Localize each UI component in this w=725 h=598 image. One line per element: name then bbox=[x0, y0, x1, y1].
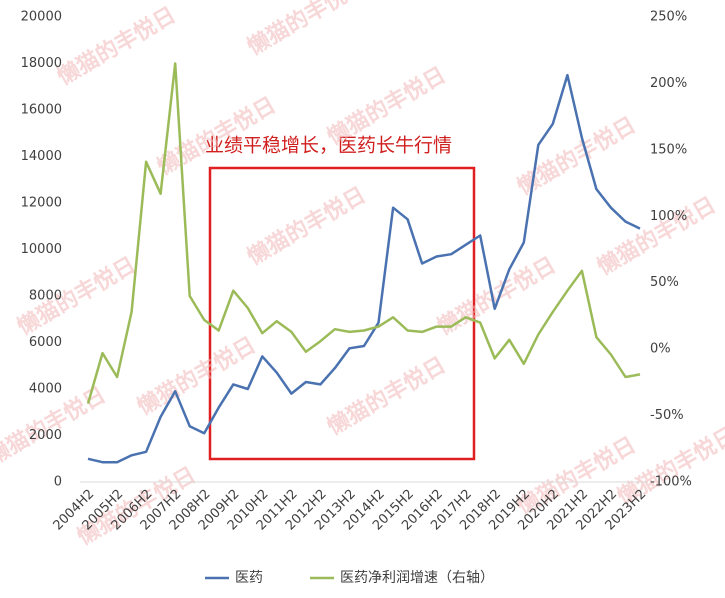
watermark: 懒猫的丰悦日 bbox=[243, 0, 370, 60]
y2-tick-label: 100% bbox=[650, 209, 687, 224]
watermark: 懒猫的丰悦日 bbox=[323, 352, 450, 441]
y-tick-label: 10000 bbox=[21, 242, 62, 257]
legend-label: 医药净利润增速（右轴） bbox=[340, 570, 494, 586]
y-tick-label: 2000 bbox=[29, 428, 62, 443]
y-tick-label: 20000 bbox=[21, 10, 62, 25]
y-tick-label: 18000 bbox=[21, 56, 62, 71]
y-tick-label: 6000 bbox=[29, 335, 62, 350]
watermark: 懒猫的丰悦日 bbox=[593, 192, 720, 281]
y2-tick-label: 0% bbox=[650, 342, 671, 357]
y-tick-label: 12000 bbox=[21, 196, 62, 211]
y-tick-label: 0 bbox=[54, 475, 62, 490]
legend-label: 医药 bbox=[235, 570, 263, 586]
y-tick-label: 8000 bbox=[29, 289, 62, 304]
highlight-box bbox=[208, 166, 476, 461]
watermark: 懒猫的丰悦日 bbox=[243, 182, 370, 271]
series-line bbox=[86, 62, 641, 404]
y-tick-label: 14000 bbox=[21, 149, 62, 164]
watermark: 懒猫的丰悦日 bbox=[133, 332, 260, 421]
watermark: 懒猫的丰悦日 bbox=[53, 2, 180, 91]
annotation: 业绩平稳增长，医药长牛行情 bbox=[205, 135, 452, 157]
y2-tick-label: 250% bbox=[650, 10, 687, 25]
y2-tick-label: -50% bbox=[650, 408, 684, 423]
y2-tick-label: 150% bbox=[650, 142, 687, 157]
y-tick-label: 4000 bbox=[29, 382, 62, 397]
y2-tick-label: -100% bbox=[650, 475, 692, 490]
y2-tick-label: 200% bbox=[650, 76, 687, 91]
y-tick-label: 16000 bbox=[21, 103, 62, 118]
y2-tick-label: 50% bbox=[650, 275, 679, 290]
series-line bbox=[87, 73, 641, 464]
